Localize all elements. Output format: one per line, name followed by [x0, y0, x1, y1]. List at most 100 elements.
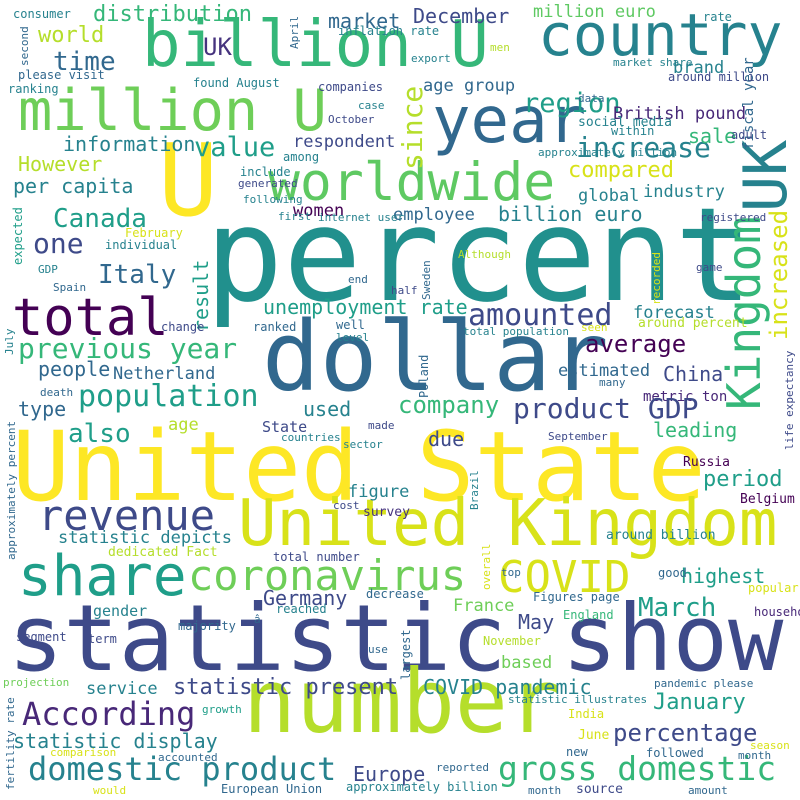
- word: highest: [681, 564, 765, 588]
- word: leading: [653, 418, 737, 442]
- word: registered: [700, 211, 766, 224]
- word: European Union: [221, 782, 322, 796]
- word: top: [501, 566, 521, 579]
- word: coronavirus: [188, 551, 466, 600]
- word: July: [3, 328, 16, 355]
- word: metric ton: [643, 389, 727, 405]
- word: expected: [11, 207, 25, 265]
- word: According: [22, 695, 195, 733]
- word: value: [194, 132, 275, 163]
- word: good: [658, 566, 687, 580]
- word: total number: [273, 550, 360, 564]
- word: Spain: [53, 281, 86, 294]
- word: period: [703, 467, 782, 492]
- word: per capita: [13, 174, 133, 198]
- word: statistic show: [8, 585, 784, 692]
- word: share: [18, 544, 187, 609]
- word: followed: [646, 746, 704, 760]
- word: percentage: [613, 719, 758, 747]
- word: January: [653, 690, 746, 715]
- word: age group: [423, 76, 515, 96]
- word: COVID pandemic: [423, 675, 592, 699]
- word: estimated: [558, 361, 650, 381]
- word: country: [538, 1, 782, 69]
- word: many: [599, 376, 626, 389]
- word: U: [158, 122, 218, 239]
- word: seen: [581, 321, 608, 334]
- word: month: [528, 784, 561, 797]
- word: previous year: [18, 332, 237, 365]
- word: November: [483, 634, 541, 648]
- word: world: [38, 23, 104, 48]
- word: market: [328, 9, 400, 33]
- word: result: [189, 260, 213, 332]
- word: unemployment rate: [263, 295, 468, 319]
- word: year: [432, 84, 586, 158]
- word: life expectancy: [783, 350, 796, 450]
- word: time: [53, 47, 116, 77]
- word: approximately percent: [5, 421, 18, 560]
- word: distribution: [93, 2, 252, 27]
- word: â: [254, 613, 261, 626]
- word: one: [33, 227, 84, 260]
- word: household: [754, 605, 800, 619]
- word: adult: [731, 128, 767, 142]
- word: individual: [105, 238, 177, 252]
- word: domestic product: [28, 750, 336, 788]
- word: revenue: [38, 491, 215, 540]
- word: statistic depicts: [58, 528, 232, 548]
- word: increased: [765, 210, 793, 340]
- word: growth: [202, 703, 242, 716]
- word: approximately million: [538, 146, 677, 159]
- word: UK: [203, 33, 232, 61]
- word: would: [93, 784, 126, 797]
- word: England: [563, 608, 614, 622]
- word: half: [391, 284, 418, 297]
- word: February: [125, 226, 183, 240]
- word: source: [576, 782, 623, 797]
- word: fiscal year: [741, 57, 757, 150]
- word: made: [368, 419, 395, 432]
- word: ranking: [8, 82, 59, 96]
- word: China: [663, 362, 723, 386]
- word: segment: [16, 630, 67, 644]
- word: increase: [576, 131, 711, 164]
- word: popular: [748, 581, 799, 595]
- word: October: [328, 113, 375, 126]
- word: population: [78, 379, 259, 414]
- word: brand: [673, 58, 724, 78]
- word: sale: [688, 124, 736, 148]
- word: figure: [348, 482, 409, 502]
- word: due: [428, 427, 464, 451]
- word: survey: [363, 505, 410, 520]
- word: women: [293, 201, 344, 221]
- word: gross domestic: [498, 749, 776, 788]
- word: worldwide: [268, 152, 555, 213]
- word: include: [240, 165, 291, 179]
- word: majority: [178, 619, 236, 633]
- word: end: [348, 273, 368, 286]
- word: pandemic please: [654, 677, 753, 690]
- word: Kingdom: [717, 216, 771, 410]
- word: death: [40, 386, 73, 399]
- word: United State: [12, 411, 706, 523]
- word: since: [396, 86, 429, 170]
- word: generated: [238, 177, 298, 190]
- word: comparison: [50, 746, 116, 759]
- word: France: [453, 596, 514, 616]
- word: British pound: [613, 104, 746, 124]
- word: recorded: [650, 252, 663, 305]
- word: type: [18, 397, 66, 421]
- word: season: [750, 739, 790, 752]
- word: Poland: [417, 355, 431, 398]
- word: cost: [333, 499, 360, 512]
- word: dedicated Fact: [108, 545, 218, 560]
- word: However: [18, 152, 102, 176]
- word: case: [358, 99, 385, 112]
- word: within: [611, 124, 654, 138]
- word: found August: [193, 76, 280, 90]
- word: Sweden: [420, 260, 433, 300]
- word: fertility rate: [4, 697, 17, 790]
- word: new: [566, 745, 588, 759]
- word: largest: [399, 629, 413, 680]
